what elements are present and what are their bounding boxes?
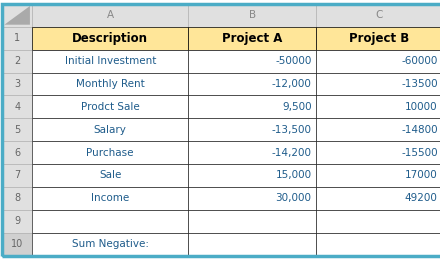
Text: 30,000: 30,000	[275, 193, 312, 203]
Bar	[32, 95, 188, 118]
Bar	[316, 4, 440, 27]
Bar	[2, 73, 32, 95]
Text: Salary: Salary	[94, 125, 127, 135]
Text: Monthly Rent: Monthly Rent	[76, 79, 145, 89]
Text: 9: 9	[14, 216, 20, 226]
Text: 5: 5	[14, 125, 20, 135]
Text: 9,500: 9,500	[282, 102, 312, 112]
Text: -50000: -50000	[275, 56, 312, 66]
Text: Sum Negative:: Sum Negative:	[72, 239, 149, 249]
Bar	[188, 187, 316, 210]
Bar	[32, 210, 188, 233]
Bar	[316, 164, 440, 187]
Bar	[316, 210, 440, 233]
Bar	[316, 141, 440, 164]
Bar	[2, 27, 32, 50]
Text: -13500: -13500	[401, 79, 438, 89]
Bar	[188, 73, 316, 95]
Text: Project B: Project B	[349, 32, 409, 45]
Bar	[2, 141, 32, 164]
Bar	[2, 210, 32, 233]
Text: Initial Investment: Initial Investment	[65, 56, 156, 66]
Bar	[316, 233, 440, 256]
Bar	[32, 187, 188, 210]
Bar	[2, 95, 32, 118]
Text: A: A	[106, 10, 114, 20]
Text: 10: 10	[11, 239, 23, 249]
Text: 10000: 10000	[405, 102, 438, 112]
Bar	[316, 187, 440, 210]
Bar	[32, 50, 188, 73]
Bar	[188, 50, 316, 73]
Text: 49200: 49200	[405, 193, 438, 203]
Bar	[188, 118, 316, 141]
Text: -60000: -60000	[401, 56, 438, 66]
Text: 17000: 17000	[405, 171, 438, 180]
Text: 15,000: 15,000	[275, 171, 312, 180]
Bar	[316, 27, 440, 50]
Bar	[32, 141, 188, 164]
Bar	[32, 118, 188, 141]
Polygon shape	[4, 6, 30, 25]
Bar	[188, 210, 316, 233]
Bar	[2, 164, 32, 187]
Bar	[316, 118, 440, 141]
Bar	[32, 73, 188, 95]
Text: 2: 2	[14, 56, 20, 66]
Bar	[316, 50, 440, 73]
Text: Sale: Sale	[99, 171, 121, 180]
Text: Income: Income	[91, 193, 129, 203]
Bar	[188, 27, 316, 50]
Bar	[188, 141, 316, 164]
Text: Project A: Project A	[222, 32, 282, 45]
Text: 7: 7	[14, 171, 20, 180]
Bar	[2, 50, 32, 73]
Text: Description: Description	[72, 32, 148, 45]
Text: 4: 4	[14, 102, 20, 112]
Text: -13,500: -13,500	[271, 125, 312, 135]
Bar	[32, 233, 188, 256]
Bar	[188, 164, 316, 187]
Bar	[316, 95, 440, 118]
Bar	[2, 118, 32, 141]
Text: Purchase: Purchase	[87, 148, 134, 158]
Bar	[2, 4, 32, 27]
Bar	[188, 4, 316, 27]
Text: 6: 6	[14, 148, 20, 158]
Bar	[188, 95, 316, 118]
Bar	[2, 233, 32, 256]
Text: -12,000: -12,000	[271, 79, 312, 89]
Text: B: B	[249, 10, 256, 20]
Text: 8: 8	[14, 193, 20, 203]
Text: 1: 1	[14, 33, 20, 43]
Bar	[32, 164, 188, 187]
Bar	[188, 233, 316, 256]
Text: -15500: -15500	[401, 148, 438, 158]
Text: Prodct Sale: Prodct Sale	[81, 102, 139, 112]
Bar	[32, 27, 188, 50]
Text: 3: 3	[14, 79, 20, 89]
Text: C: C	[375, 10, 383, 20]
Bar	[2, 187, 32, 210]
Bar	[32, 4, 188, 27]
Text: -14,200: -14,200	[271, 148, 312, 158]
Text: -14800: -14800	[401, 125, 438, 135]
Bar	[316, 73, 440, 95]
